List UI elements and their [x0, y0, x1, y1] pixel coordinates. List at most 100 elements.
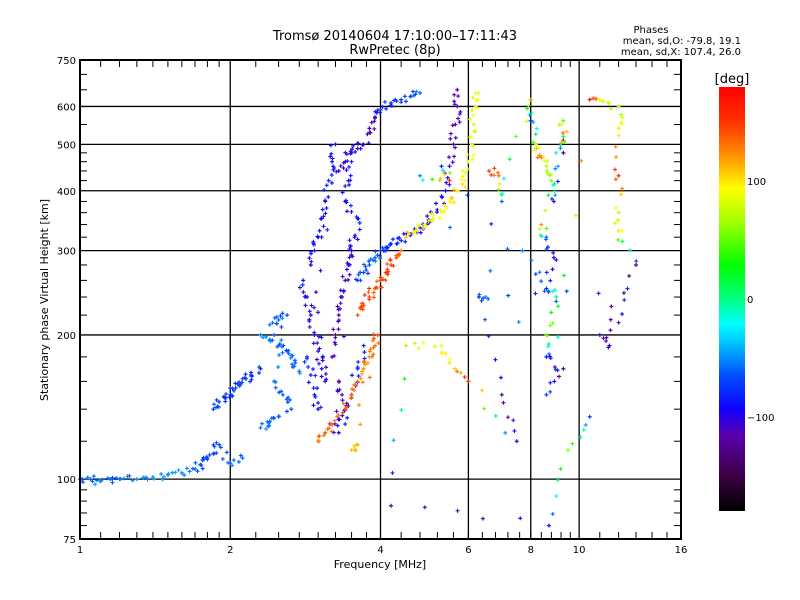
point-mark-interp — [457, 120, 462, 125]
point-mark-interp — [376, 341, 381, 346]
point-mark-interp — [561, 134, 566, 139]
data-point — [367, 262, 372, 267]
point-mark-interp — [195, 469, 200, 474]
y-tick-label: 600 — [57, 102, 76, 113]
point-mark — [616, 210, 621, 215]
point-mark-interp — [328, 154, 333, 159]
point-mark-interp — [127, 473, 132, 478]
point-mark-interp — [347, 255, 352, 260]
point-mark-interp — [413, 92, 418, 97]
point-mark-interp — [380, 104, 385, 109]
point-mark-interp — [421, 226, 426, 231]
point-mark — [308, 372, 313, 377]
point-mark-interp — [320, 354, 325, 359]
point-mark-interp — [301, 290, 306, 295]
point-mark-interp — [388, 258, 393, 263]
point-mark-interp — [371, 336, 376, 341]
point-mark-interp — [393, 97, 398, 102]
point-mark-interp — [498, 375, 503, 380]
point-mark-interp — [362, 350, 367, 355]
point-mark — [361, 366, 366, 371]
point-mark-interp — [207, 452, 212, 457]
point-mark-interp — [306, 364, 311, 369]
point-mark — [451, 142, 456, 147]
point-mark-interp — [347, 238, 352, 243]
point-mark — [378, 107, 383, 112]
data-point — [373, 255, 378, 260]
colorbar — [719, 87, 745, 511]
point-mark-interp — [144, 475, 149, 480]
point-mark-interp — [561, 131, 566, 136]
point-mark — [333, 332, 338, 337]
data-point — [439, 343, 444, 348]
point-mark-interp — [383, 278, 388, 283]
point-mark-interp — [547, 352, 552, 357]
point-mark-interp — [277, 390, 282, 395]
point-mark-interp — [214, 440, 219, 445]
point-mark-interp — [344, 198, 349, 203]
point-mark-interp — [277, 353, 282, 358]
point-mark-interp — [236, 459, 241, 464]
data-point — [373, 115, 378, 120]
point-mark-interp — [555, 368, 560, 373]
point-mark-interp — [554, 257, 559, 262]
point-mark-interp — [578, 435, 583, 440]
point-mark-interp — [615, 218, 620, 223]
point-mark — [349, 392, 354, 397]
data-point — [108, 477, 113, 482]
point-mark — [471, 122, 476, 127]
point-mark — [297, 369, 302, 374]
point-mark-interp — [90, 479, 95, 484]
point-mark — [199, 463, 204, 468]
point-mark — [544, 354, 549, 359]
point-mark — [554, 299, 559, 304]
point-mark-interp — [358, 305, 363, 310]
point-mark-interp — [311, 367, 316, 372]
point-mark-interp — [406, 232, 411, 237]
point-mark-interp — [437, 216, 442, 221]
point-mark-interp — [549, 310, 554, 315]
point-mark-interp — [224, 450, 229, 455]
point-mark-interp — [360, 307, 365, 312]
point-mark-interp — [314, 357, 319, 362]
point-mark-interp — [556, 304, 561, 309]
point-mark-interp — [176, 468, 181, 473]
point-mark-interp — [311, 403, 316, 408]
point-mark-interp — [452, 200, 457, 205]
point-mark-interp — [311, 341, 316, 346]
point-mark-interp — [340, 274, 345, 279]
point-mark-interp — [214, 397, 219, 402]
point-mark-interp — [545, 158, 550, 163]
point-mark-interp — [229, 393, 234, 398]
data-point — [473, 90, 478, 95]
point-mark-interp — [355, 237, 360, 242]
point-mark-interp — [352, 388, 357, 393]
stats-title: Phases — [633, 25, 668, 36]
data-point — [597, 97, 602, 102]
point-mark — [499, 392, 504, 397]
point-mark-interp — [289, 353, 294, 358]
point-mark-interp — [368, 347, 373, 352]
point-mark-interp — [403, 99, 408, 104]
point-mark — [462, 178, 467, 183]
point-mark-interp — [384, 106, 389, 111]
point-mark — [308, 313, 313, 318]
point-mark-interp — [315, 341, 320, 346]
point-mark — [323, 430, 328, 435]
point-mark-interp — [110, 480, 115, 485]
data-point — [625, 286, 630, 291]
data-point — [193, 467, 198, 472]
data-point — [323, 379, 328, 384]
data-point — [373, 343, 378, 348]
point-mark — [455, 87, 460, 92]
point-mark — [179, 471, 184, 476]
data-point — [343, 278, 348, 283]
point-mark — [616, 104, 621, 109]
y-tick-label: 500 — [57, 140, 76, 151]
point-mark-interp — [396, 251, 401, 256]
point-mark-interp — [606, 100, 611, 105]
point-mark-interp — [335, 414, 340, 419]
data-point — [404, 343, 409, 348]
data-point — [466, 159, 471, 164]
point-mark-interp — [270, 320, 275, 325]
